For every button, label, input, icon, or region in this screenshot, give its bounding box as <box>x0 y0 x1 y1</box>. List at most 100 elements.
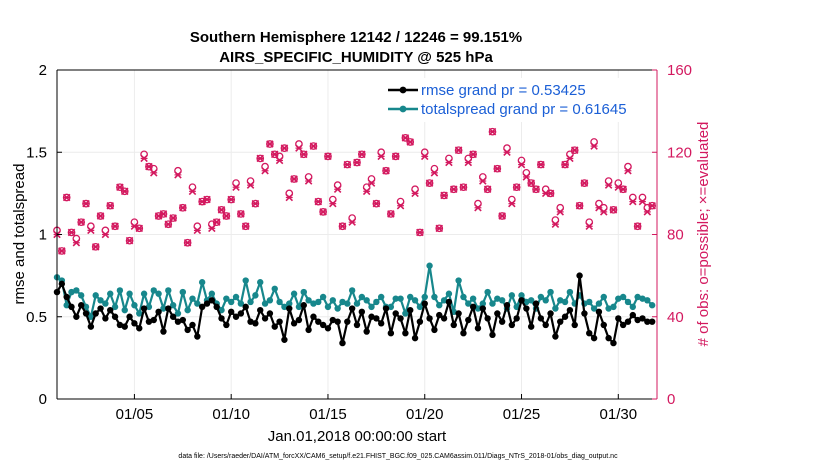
y-axis-label-right: # of obs: o=possible; ×=evaluated <box>695 122 712 347</box>
obs-evaluated-point <box>358 150 366 159</box>
obs-evaluated-point <box>396 201 405 210</box>
rmse-point <box>382 305 390 312</box>
obs-evaluated-point <box>324 152 332 161</box>
totalspread-point <box>387 303 395 311</box>
x-tick-label: 01/25 <box>503 406 541 423</box>
totalspread-point <box>198 279 206 286</box>
rmse-point <box>615 315 622 322</box>
obs-evaluated-point <box>353 158 361 167</box>
rmse-point <box>242 303 249 311</box>
rmse-point <box>353 321 361 329</box>
totalspread-point <box>402 310 409 317</box>
rmse-point <box>261 315 269 322</box>
totalspread-point <box>145 303 153 311</box>
y-tick-label-left: 2 <box>39 62 47 79</box>
obs-evaluated-point <box>251 199 260 208</box>
totalspread-point <box>169 302 177 309</box>
obs-evaluated-point <box>411 189 419 198</box>
totalspread-point <box>261 300 269 307</box>
obs-evaluated-point <box>643 208 652 216</box>
rmse-point <box>92 310 99 317</box>
rmse-point <box>126 313 133 320</box>
rmse-point <box>140 305 148 312</box>
obs-evaluated-point <box>629 197 637 206</box>
rmse-point <box>590 334 598 342</box>
totalspread-point <box>358 293 366 301</box>
obs-evaluated-point <box>300 150 308 159</box>
rmse-point <box>619 321 627 329</box>
obs-evaluated-point <box>62 193 71 202</box>
obs-evaluated-point <box>546 189 555 198</box>
obs-evaluated-point <box>459 183 468 191</box>
rmse-point <box>547 310 554 317</box>
obs-evaluated-point <box>382 166 390 175</box>
totalspread-point <box>639 295 646 302</box>
obs-evaluated-point <box>445 158 453 167</box>
totalspread-point <box>436 302 443 309</box>
rmse-point <box>469 303 477 311</box>
rmse-point <box>431 326 438 334</box>
rmse-point <box>576 272 583 279</box>
obs-evaluated-point <box>82 199 90 208</box>
rmse-point <box>465 316 472 324</box>
totalspread-point <box>455 277 462 284</box>
x-tick-label: 01/30 <box>600 406 638 423</box>
obs-evaluated-point <box>193 226 202 235</box>
rmse-point <box>155 308 162 316</box>
x-tick-label: 01/20 <box>406 406 444 423</box>
totalspread-point <box>257 279 264 286</box>
obs-evaluated-point <box>96 212 105 220</box>
obs-evaluated-point <box>537 160 545 169</box>
y-tick-label-right: 120 <box>667 144 692 161</box>
totalspread-point <box>334 305 341 312</box>
rmse-point <box>58 280 66 288</box>
rmse-point <box>532 300 540 307</box>
rmse-point <box>237 310 245 317</box>
obs-evaluated-point <box>590 142 598 150</box>
rmse-point <box>276 318 283 325</box>
totalspread-point <box>68 288 75 296</box>
totalspread-point <box>489 300 496 307</box>
obs-evaluated-point <box>285 193 294 202</box>
rmse-point <box>310 313 317 320</box>
obs-evaluated-point <box>232 183 240 191</box>
obs-evaluated-point <box>454 146 463 154</box>
rmse-point <box>145 318 153 325</box>
totalspread-point <box>615 295 622 302</box>
totalspread-point <box>537 293 545 301</box>
totalspread-point <box>542 297 549 304</box>
rmse-point <box>121 323 128 330</box>
obs-evaluated-point <box>208 224 216 233</box>
totalspread-point <box>102 300 109 307</box>
rmse-point <box>387 330 395 337</box>
obs-evaluated-point <box>387 210 395 218</box>
rmse-point <box>111 313 119 320</box>
rmse-point <box>348 305 356 312</box>
obs-evaluated-point <box>314 197 323 206</box>
rmse-point <box>571 321 578 329</box>
rmse-point <box>445 298 453 306</box>
totalspread-point <box>126 290 133 297</box>
obs-evaluated-point <box>464 158 473 167</box>
totalspread-point <box>227 298 235 306</box>
totalspread-point <box>648 302 656 309</box>
series-layer <box>53 262 656 347</box>
rmse-point <box>218 315 225 322</box>
rmse-point <box>179 316 187 324</box>
totalspread-point <box>373 298 380 306</box>
totalspread-point <box>421 293 428 301</box>
totalspread-point <box>527 297 535 304</box>
obs-evaluated-point <box>295 144 303 152</box>
obs-evaluated-point <box>67 228 76 237</box>
y-tick-label-right: 80 <box>667 227 684 244</box>
obs-evaluated-point <box>580 179 589 187</box>
obs-evaluated-point <box>609 206 618 214</box>
rmse-point <box>281 336 288 343</box>
obs-evaluated-point <box>498 212 506 220</box>
totalspread-point <box>397 295 404 302</box>
obs-evaluated-point <box>256 154 264 163</box>
totalspread-point <box>494 295 501 302</box>
totalspread-point <box>445 290 453 297</box>
rmse-point <box>131 320 138 327</box>
totalspread-point <box>474 305 482 312</box>
